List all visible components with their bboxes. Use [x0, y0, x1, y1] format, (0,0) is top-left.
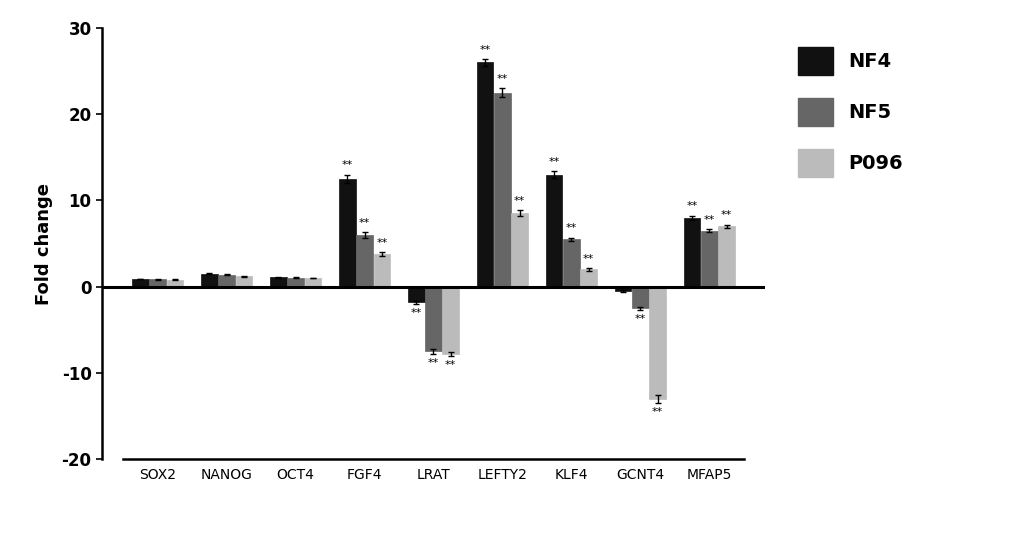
Bar [338, 179, 356, 287]
Bar [511, 213, 528, 287]
Text: **: ** [686, 201, 697, 211]
Text: **: ** [427, 358, 439, 368]
Text: **: ** [514, 196, 525, 206]
Text: **: ** [548, 157, 559, 167]
Bar [166, 280, 183, 287]
Bar [132, 279, 149, 287]
Bar [614, 287, 631, 291]
Bar [632, 287, 648, 308]
Text: **: ** [634, 314, 645, 324]
Bar [717, 226, 734, 287]
Bar [149, 279, 166, 287]
Bar [477, 63, 493, 287]
Text: **: ** [411, 308, 422, 318]
Bar [493, 93, 511, 287]
Text: **: ** [444, 361, 455, 371]
Bar [373, 254, 389, 287]
Text: **: ** [341, 160, 353, 170]
Bar [649, 287, 665, 399]
Text: **: ** [720, 211, 732, 220]
Bar [683, 218, 700, 287]
Text: **: ** [376, 238, 387, 248]
Text: **: ** [496, 74, 507, 84]
Bar [562, 239, 579, 287]
Bar [287, 278, 304, 287]
Text: **: ** [583, 254, 594, 264]
Bar [218, 274, 234, 287]
Bar [305, 278, 321, 287]
Bar [235, 277, 252, 287]
Legend: NF4, NF5, P096: NF4, NF5, P096 [788, 38, 912, 186]
Bar [201, 274, 217, 287]
Text: **: ** [359, 218, 370, 228]
Bar [442, 287, 459, 354]
Bar [408, 287, 424, 302]
Text: **: ** [566, 223, 577, 234]
Text: **: ** [703, 214, 714, 225]
Bar [700, 231, 717, 287]
Bar [425, 287, 441, 352]
Y-axis label: Fold change: Fold change [36, 183, 53, 305]
Text: **: ** [651, 408, 662, 417]
Text: **: ** [479, 45, 490, 55]
Bar [545, 175, 561, 287]
Bar [580, 269, 596, 287]
Bar [270, 277, 286, 287]
Bar [356, 235, 373, 287]
